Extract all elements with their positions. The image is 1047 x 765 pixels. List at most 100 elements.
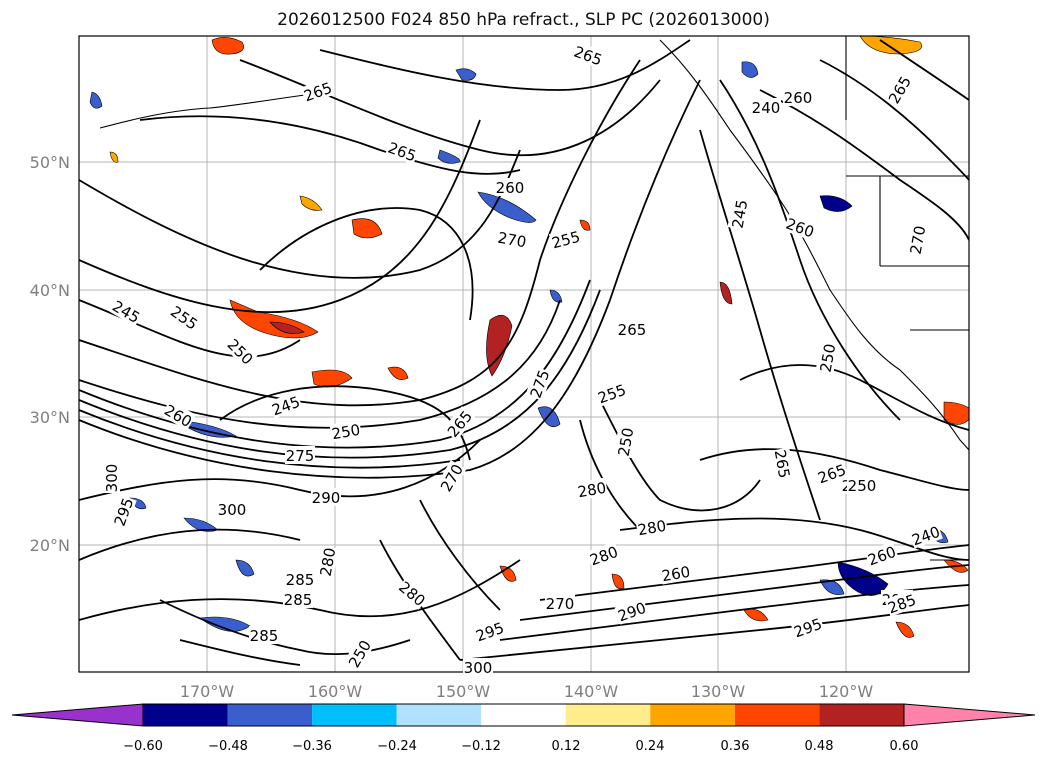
contour-label-bg (908, 521, 943, 549)
contour-label-bg (771, 447, 795, 481)
contour-label-bg (571, 41, 606, 69)
cb-tick-label: 0.48 (805, 739, 834, 754)
contour-label: 270 (546, 595, 575, 613)
contour-label-bg (883, 72, 915, 107)
contour-label-bg (783, 88, 813, 106)
contour-label: 300 (464, 659, 493, 677)
colorbar-segment (481, 704, 566, 726)
contour-label-bg (223, 334, 258, 369)
contour-label-bg (613, 425, 637, 459)
cb-tick-label: −0.24 (377, 739, 417, 754)
contour-label-bg (594, 379, 629, 407)
contour-label: 250 (848, 477, 877, 495)
colorbar-segment (734, 704, 820, 726)
contour-label-bg (300, 77, 335, 105)
contour-label: 260 (660, 563, 691, 586)
contour-label: 270 (496, 229, 527, 252)
contour-label-bg (727, 197, 751, 231)
contour-label-bg (905, 223, 929, 257)
colorbar (11, 703, 1036, 727)
contour-label: 260 (784, 89, 813, 107)
contour-label-bg (751, 98, 781, 116)
contour-label-bg (283, 590, 313, 608)
contour-label-bg (790, 613, 825, 641)
contour-label: 285 (286, 571, 315, 589)
colorbar-segment (396, 704, 482, 726)
contour-label-bg (525, 366, 553, 401)
contour-label-bg (217, 500, 247, 518)
contour-label-bg (249, 626, 279, 644)
cb-tick-label: 0.12 (552, 739, 581, 754)
lon-label-140w: 140°W (564, 682, 619, 701)
contour-label: 265 (771, 448, 794, 479)
contour-label-bg (311, 488, 341, 506)
contour-label-bg (783, 213, 818, 241)
contour-label-bg (268, 391, 303, 419)
contour-label-bg (343, 636, 375, 671)
map-title: 2026012500 F024 850 hPa refract., SLP PC… (277, 10, 770, 30)
contour-label: 250 (817, 342, 840, 373)
contour-label-bg (285, 446, 315, 464)
colorbar-segment (143, 704, 228, 726)
contour-label-bg (102, 463, 120, 493)
contour-label-bg (586, 541, 621, 569)
contour-label: 265 (618, 321, 647, 339)
contour-label-bg (315, 545, 339, 579)
contour-label-bg (395, 576, 430, 610)
contour-label-bg (161, 399, 196, 431)
contour-label: 290 (312, 489, 341, 507)
cb-tick-label: 0.24 (636, 739, 665, 754)
lon-label-160w: 160°W (308, 682, 363, 701)
contour-label: 285 (250, 627, 279, 645)
lat-label-30n: 30°N (30, 408, 70, 427)
contour-label-bg (495, 227, 529, 251)
cb-tick-label: 0.60 (890, 739, 919, 754)
contour-label: 280 (317, 546, 340, 577)
contour-label-bg (548, 226, 583, 252)
cb-tick-label: −0.48 (208, 739, 248, 754)
cb-tick-label: −0.12 (461, 739, 501, 754)
contour-label-bg (575, 477, 609, 501)
contour-label-bg (864, 541, 899, 569)
contour-label: 245 (729, 198, 752, 229)
contour-label-bg (495, 178, 525, 196)
cb-tick-label: −0.36 (292, 739, 332, 754)
lat-label-40n: 40°N (30, 281, 70, 300)
contour-label: 280 (636, 517, 667, 540)
contour-label: 300 (103, 464, 121, 493)
colorbar-extend-max (903, 703, 1036, 727)
contour-label: 275 (286, 447, 315, 465)
lat-label-50n: 50°N (30, 153, 70, 172)
contour-label-bg (285, 570, 315, 588)
contour-label-bg (847, 476, 877, 494)
contour-label: 300 (218, 501, 247, 519)
contour-label-bg (635, 515, 669, 539)
contour-label-bg (442, 406, 476, 441)
map-frame (78, 35, 970, 673)
contour-label: 280 (576, 479, 607, 502)
contour-label-bg (884, 589, 919, 617)
lon-label-130w: 130°W (691, 682, 746, 701)
contour-label-bg (385, 137, 420, 165)
lon-label-150w: 150°W (436, 682, 491, 701)
contour-label-bg (659, 561, 693, 585)
contour-label: 250 (330, 421, 361, 444)
lon-label-170w: 170°W (180, 682, 235, 701)
contour-label-bg (463, 658, 493, 676)
lon-label-120w: 120°W (819, 682, 874, 701)
refractivity-patches (89, 36, 969, 638)
map-gridlines (79, 36, 969, 672)
contour-label-bg (329, 419, 363, 443)
lat-label-20n: 20°N (30, 536, 70, 555)
longitude-labels: 170°W 160°W 150°W 140°W 130°W 120°W (180, 682, 874, 701)
latitude-labels: 50°N 40°N 30°N 20°N (30, 153, 70, 555)
cb-tick-label: 0.36 (721, 739, 750, 754)
contour-label-bg (617, 320, 647, 338)
colorbar-segment (650, 704, 735, 726)
coastlines (99, 36, 969, 561)
contour-label-bg (109, 295, 144, 327)
contour-label: 250 (615, 426, 638, 457)
contour-label: 285 (284, 591, 313, 609)
colorbar-tick-labels: −0.60 −0.48 −0.36 −0.24 −0.12 0.12 0.24 … (123, 739, 918, 754)
contour-label-bg (545, 594, 575, 612)
